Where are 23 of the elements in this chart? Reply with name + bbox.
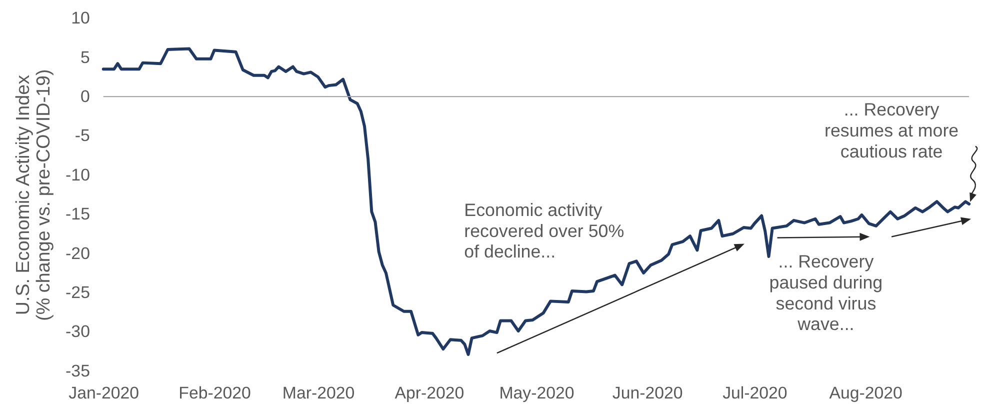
- x-tick-label: Aug-2020: [829, 383, 902, 402]
- annotation: ... Recovery paused during second virus wave...: [769, 252, 883, 334]
- y-tick-label: 5: [80, 48, 90, 67]
- x-tick-label: May-2020: [499, 383, 574, 402]
- x-tick-label: Apr-2020: [394, 383, 464, 402]
- annotation: ... Recovery resumes at more cautious rate: [824, 100, 959, 162]
- y-tick-label: 10: [71, 8, 90, 28]
- x-tick-label: Jun-2020: [612, 383, 683, 402]
- y-tick-label: -30: [66, 322, 90, 342]
- annotation: Economic activity recovered over 50% of decline...: [464, 200, 624, 262]
- y-tick-label: -5: [74, 126, 90, 146]
- y-axis-title: U.S. Economic Activity Index (% change vs. pre-COVID-19): [12, 69, 55, 321]
- x-tick-label: Jan-2020: [68, 383, 140, 402]
- y-tick-label: -25: [66, 283, 90, 302]
- y-tick-label: -15: [66, 204, 90, 224]
- x-tick-label: Mar-2020: [282, 383, 355, 402]
- y-tick-label: -10: [66, 165, 90, 184]
- line-series: [102, 47, 971, 356]
- y-tick-label: -20: [66, 244, 90, 263]
- x-tick-label: Feb-2020: [178, 383, 251, 402]
- x-tick-label: Jul-2020: [722, 383, 788, 402]
- y-tick-label: 0: [80, 87, 90, 106]
- y-tick-label: -35: [66, 361, 90, 380]
